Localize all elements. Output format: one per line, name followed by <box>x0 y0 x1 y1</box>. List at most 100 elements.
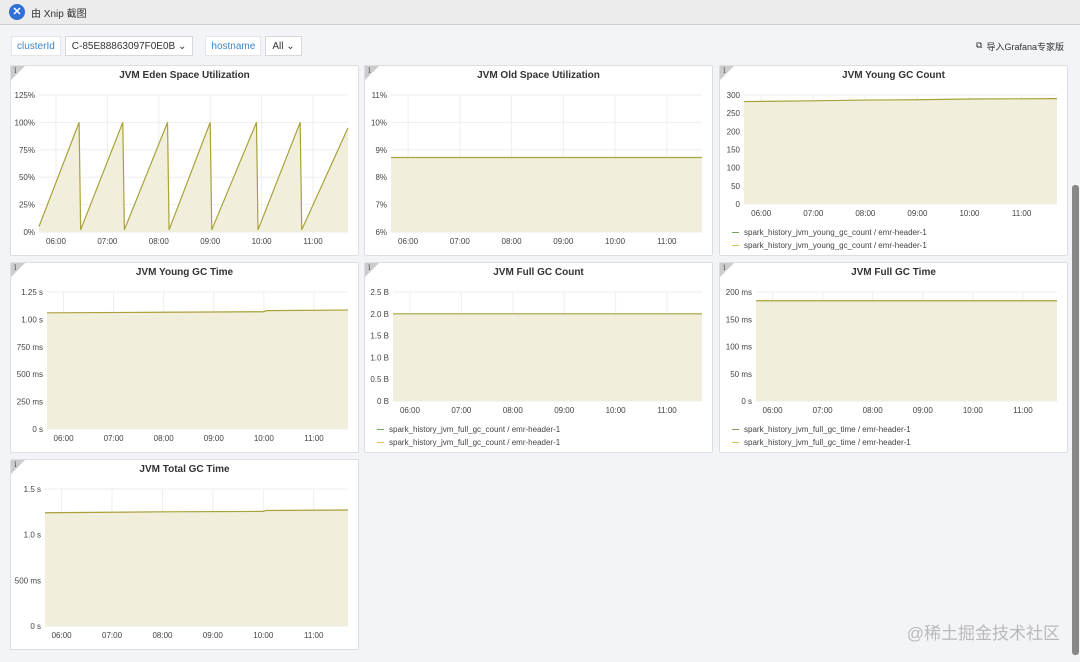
panel-jvm-young-gc-time: i JVM Young GC Time 0 s 250 ms 500 ms 750 ms… <box>10 262 359 453</box>
x-tick-label: 11:00 <box>657 406 677 415</box>
x-tick-label: 06:00 <box>52 631 73 640</box>
x-tick-label: 09:00 <box>907 209 928 218</box>
panel-title[interactable]: JVM Total GC Time <box>139 464 230 475</box>
legend: spark_history_jvm_full_gc_time / emr-hea… <box>732 423 911 449</box>
legend-item[interactable]: spark_history_jvm_young_gc_count / emr-h… <box>732 239 927 252</box>
x-tick-label: 10:00 <box>963 406 984 415</box>
series-area <box>756 300 1057 401</box>
panel-title[interactable]: JVM Old Space Utilization <box>477 70 600 81</box>
variable-label-hostname: hostname <box>205 36 262 56</box>
y-tick-label: 0 s <box>32 425 43 434</box>
legend-item[interactable]: spark_history_jvm_young_gc_count / emr-h… <box>732 226 927 239</box>
panel-title[interactable]: JVM Young GC Count <box>842 70 945 81</box>
info-icon[interactable]: i <box>723 263 726 272</box>
panel-title[interactable]: JVM Young GC Time <box>135 267 234 278</box>
series-area <box>47 310 348 429</box>
x-tick-label: 07:00 <box>104 434 125 443</box>
x-tick-label: 09:00 <box>203 631 224 640</box>
series-area <box>393 313 702 401</box>
scrollbar[interactable] <box>1072 185 1079 655</box>
legend-item[interactable]: spark_history_jvm_full_gc_count / emr-he… <box>377 436 560 449</box>
panel-info-corner[interactable] <box>365 263 379 277</box>
x-tick-label: 11:00 <box>304 434 324 443</box>
series-area <box>744 98 1057 204</box>
y-tick-label: 0 <box>736 200 741 209</box>
legend-item[interactable]: spark_history_jvm_full_gc_time / emr-hea… <box>732 423 911 436</box>
y-tick-label: 100 ms <box>726 343 752 352</box>
panel-title[interactable]: JVM Eden Space Utilization <box>119 70 250 81</box>
panel-info-corner[interactable] <box>11 263 25 277</box>
x-tick-label: 08:00 <box>152 631 173 640</box>
panel-jvm-full-gc-count: i JVM Full GC Count 0 B 0.5 B 1.0 B 1.5 B 2.0… <box>364 262 713 453</box>
export-label: 导入Grafana专家版 <box>986 42 1064 52</box>
legend: spark_history_jvm_young_gc_count / emr-h… <box>732 226 927 252</box>
x-tick-label: 06:00 <box>46 237 67 246</box>
info-icon[interactable]: i <box>368 66 371 75</box>
legend-item[interactable]: spark_history_jvm_full_gc_count / emr-he… <box>377 423 560 436</box>
info-icon[interactable]: i <box>368 263 371 272</box>
y-tick-label: 1.25 s <box>21 288 43 297</box>
x-tick-label: 11:00 <box>304 631 324 640</box>
info-icon[interactable]: i <box>14 460 17 469</box>
y-tick-label: 150 ms <box>726 315 752 324</box>
y-tick-label: 1.0 B <box>370 353 389 362</box>
y-tick-label: 9% <box>375 146 387 155</box>
legend-swatch <box>377 442 384 443</box>
y-tick-label: 75% <box>19 146 35 155</box>
panel-jvm-young-gc-count: i JVM Young GC Count 0 50 100 150 200 250 300 06… <box>719 65 1068 256</box>
series-line <box>743 98 1058 103</box>
panel-info-corner[interactable] <box>720 66 734 80</box>
y-tick-label: 0.5 B <box>370 375 389 384</box>
chart: 0 B 0.5 B 1.0 B 1.5 B 2.0 B 2.5 B 06:00 07:00 08… <box>370 288 702 415</box>
panel-info-corner[interactable] <box>11 460 25 474</box>
x-tick-label: 07:00 <box>450 237 471 246</box>
x-tick-label: 06:00 <box>400 406 421 415</box>
panel-info-corner[interactable] <box>365 66 379 80</box>
panel-title[interactable]: JVM Full GC Time <box>851 267 936 278</box>
xnip-logo-icon: ✕ <box>9 4 25 20</box>
y-tick-label: 1.5 B <box>370 332 389 341</box>
clusterid-value: C-85E88863097F0E0B <box>71 41 176 52</box>
legend-label: spark_history_jvm_full_gc_count / emr-he… <box>389 438 561 447</box>
x-tick-label: 07:00 <box>451 406 472 415</box>
legend-item[interactable]: spark_history_jvm_full_gc_time / emr-hea… <box>732 436 911 449</box>
x-tick-label: 07:00 <box>803 209 824 218</box>
legend-label: spark_history_jvm_young_gc_count / emr-h… <box>744 241 927 250</box>
y-tick-label: 2.5 B <box>370 288 389 297</box>
info-icon[interactable]: i <box>14 263 17 272</box>
y-tick-label: 0 s <box>741 397 752 406</box>
hostname-select[interactable]: All ⌄ <box>265 36 302 56</box>
watermark: @稀土掘金技术社区 <box>906 624 1060 643</box>
series-area <box>39 122 348 232</box>
y-tick-label: 250 <box>727 109 741 118</box>
panel-info-corner[interactable] <box>720 263 734 277</box>
panel-info-corner[interactable] <box>11 66 25 80</box>
chevron-down-icon: ⌄ <box>286 41 295 52</box>
info-icon[interactable]: i <box>723 66 726 75</box>
info-icon[interactable]: i <box>14 66 17 75</box>
y-tick-label: 200 <box>727 127 741 136</box>
y-tick-label: 10% <box>371 118 387 127</box>
y-tick-label: 8% <box>375 173 387 182</box>
y-tick-label: 11% <box>372 91 387 100</box>
x-tick-label: 09:00 <box>553 237 574 246</box>
legend-label: spark_history_jvm_full_gc_count / emr-he… <box>389 425 561 434</box>
external-link-icon: ⧉ <box>976 40 983 50</box>
panel-title[interactable]: JVM Full GC Count <box>493 267 584 278</box>
series-area <box>391 157 702 232</box>
x-tick-label: 06:00 <box>54 434 75 443</box>
x-tick-label: 09:00 <box>913 406 934 415</box>
chart: 0 s 500 ms 1.0 s 1.5 s 06:00 07:00 08:00 09:00 1… <box>15 485 349 640</box>
panel-jvm-full-gc-time: i JVM Full GC Time 0 s 50 ms 100 ms 150 ms 20… <box>719 262 1068 453</box>
x-tick-label: 06:00 <box>763 406 784 415</box>
x-tick-label: 10:00 <box>959 209 980 218</box>
export-grafana-button[interactable]: ⧉ 导入Grafana专家版 <box>976 40 1064 53</box>
clusterid-select[interactable]: C-85E88863097F0E0B ⌄ <box>64 36 194 56</box>
y-tick-label: 250 ms <box>17 398 43 407</box>
chart: 0 50 100 150 200 250 300 06:00 07:00 08:00 09:00 10… <box>727 91 1058 218</box>
variable-label-clusterid: clusterId <box>11 36 61 56</box>
series-line <box>38 122 349 231</box>
chart: 6% 7% 8% 9% 10% 11% 06:00 07:00 08:00 09:00 10:00 1… <box>371 91 702 246</box>
x-tick-label: 10:00 <box>254 434 275 443</box>
x-tick-label: 06:00 <box>751 209 772 218</box>
